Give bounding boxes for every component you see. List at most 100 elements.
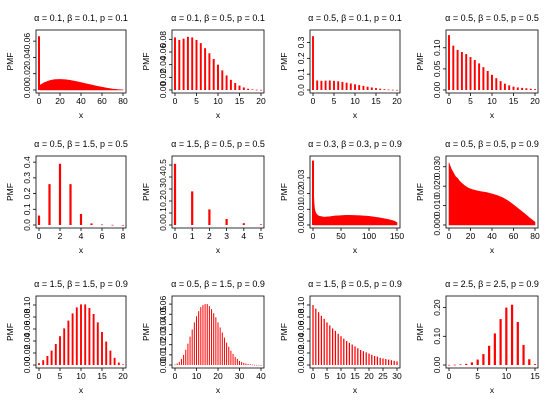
pmf-bar — [254, 364, 256, 366]
pmf-bar — [260, 365, 262, 366]
pmf-bar — [493, 333, 496, 365]
pmf-bar — [71, 313, 74, 365]
pmf-bar — [357, 348, 359, 365]
y-tick-label: 0.00 — [432, 81, 442, 98]
pmf-bar — [329, 325, 331, 365]
pmf-bar — [379, 357, 381, 365]
x-tick-label: 10 — [213, 96, 223, 106]
pmf-bar — [312, 36, 314, 90]
pmf-bar — [75, 307, 78, 365]
panel-5: α = 0.5, β = 1.5, p = 0.5 0 2 4 6 8 0.0 0.1 0.2 0… — [5, 139, 128, 255]
y-tick-label: 0.04 — [22, 49, 32, 66]
pmf-bar — [189, 336, 191, 365]
y-tick-label: 0.2 — [22, 187, 32, 199]
pmf-bar — [533, 364, 537, 365]
pmf-bar — [393, 360, 395, 365]
y-tick-label: 0.03 — [158, 326, 168, 343]
panel-title: α = 0.3, β = 0.3, p = 0.9 — [308, 139, 402, 149]
pmf-bar — [96, 322, 99, 365]
y-tick-label: 0.10 — [22, 296, 32, 313]
y-axis-label: PMF — [279, 53, 289, 71]
x-axis-label: x — [490, 110, 495, 120]
pmf-bar — [217, 322, 219, 365]
pmf-bar — [243, 362, 245, 365]
y-axis-label: PMF — [141, 53, 151, 71]
x-tick-label: 0 — [447, 231, 452, 241]
pmf-bar — [111, 224, 114, 226]
pmf-bar — [341, 81, 344, 90]
y-tick-label: 0.0 — [158, 219, 168, 231]
pmf-bar — [212, 58, 215, 90]
x-tick-label: 0 — [311, 371, 316, 381]
x-tick-label: 80 — [118, 96, 128, 106]
panel-8: α = 0.5, β = 0.5, p = 0.90 20 40 60 800.0000… — [415, 139, 540, 255]
y-tick-label: 0.010 — [432, 195, 442, 217]
y-tick-label: 0.00 — [432, 356, 442, 373]
pmf-bar — [48, 184, 51, 225]
x-tick-label: 0 — [37, 231, 42, 241]
panel-title: α = 0.1, β = 0.5, p = 0.1 — [171, 13, 265, 23]
pmf-bar — [191, 191, 194, 225]
pmf-bar — [340, 336, 342, 365]
x-tick-label: 5 — [325, 371, 330, 381]
x-tick-label: 5 — [259, 231, 264, 241]
x-tick-label: 60 — [97, 96, 107, 106]
x-axis-label: x — [79, 385, 84, 395]
y-tick-label: 0.08 — [158, 31, 168, 48]
panel-4: α = 0.5, β = 0.5, p = 0.5 0 5 10 15 20 0.00 0.0… — [415, 13, 540, 120]
pmf-bar — [499, 81, 502, 90]
pmf-bar — [38, 36, 40, 90]
pmf-bar — [387, 359, 390, 365]
pmf-bar — [50, 350, 53, 365]
pmf-bar — [351, 344, 353, 365]
pmf-bar — [42, 360, 45, 365]
y-tick-label: 0.3 — [296, 36, 306, 48]
x-tick-label: 20 — [530, 96, 540, 106]
pmf-bar — [478, 63, 481, 90]
pmf-bar — [396, 361, 398, 365]
pmf-bar — [117, 362, 120, 365]
pmf-bar — [448, 35, 450, 90]
pmf-bar — [525, 88, 528, 90]
pmf-bar — [234, 83, 237, 90]
pmf-bar — [469, 57, 472, 90]
x-tick-label: 150 — [390, 231, 404, 241]
pmf-bar — [63, 328, 66, 365]
panel-title: α = 0.1, β = 0.1, p = 0.1 — [34, 13, 128, 23]
x-tick-label: 5 — [468, 96, 473, 106]
pmf-bar — [195, 39, 198, 90]
pmf-bar — [354, 84, 356, 90]
x-tick-label: 60 — [509, 231, 519, 241]
pmf-bar — [382, 358, 384, 365]
pmf-bar — [221, 70, 224, 90]
pmf-bar — [516, 87, 519, 90]
pmf-bar — [345, 341, 348, 365]
pmf-bar — [320, 80, 323, 90]
panel-title: α = 1.5, β = 1.5, p = 0.9 — [34, 279, 128, 289]
x-tick-label: 10 — [502, 371, 512, 381]
panel-10: α = 0.5, β = 1.5, p = 0.90 10 20 30 400.000.… — [141, 279, 266, 395]
pmf-bar — [348, 342, 351, 365]
x-tick-label: 15 — [350, 371, 360, 381]
y-tick-label: 0.08 — [296, 308, 306, 325]
pmf-bar — [69, 184, 72, 225]
x-tick-label: 20 — [392, 96, 402, 106]
pmf-bar — [522, 344, 525, 365]
pmf-bar — [88, 308, 91, 365]
y-tick-label: 0.03 — [296, 169, 306, 186]
pmf-bar — [383, 89, 386, 90]
panel-2: α = 0.1, β = 0.5, p = 0.10 5 10 15 200.000.0… — [141, 13, 266, 120]
pmf-bar — [375, 88, 377, 90]
x-tick-label: 10 — [487, 96, 497, 106]
pmf-bar — [260, 89, 262, 91]
pmf-bar — [387, 89, 390, 91]
pmf-bar — [173, 163, 177, 225]
y-tick-label: 0.04 — [296, 332, 306, 349]
pmf-bar — [512, 86, 515, 90]
x-tick-label: 25 — [378, 371, 388, 381]
x-tick-label: 8 — [121, 231, 126, 241]
y-tick-label: 0.20 — [432, 299, 442, 316]
y-tick-label: 0.4 — [22, 156, 32, 168]
y-tick-label: 0.4 — [158, 171, 168, 183]
pmf-bar — [326, 322, 328, 365]
